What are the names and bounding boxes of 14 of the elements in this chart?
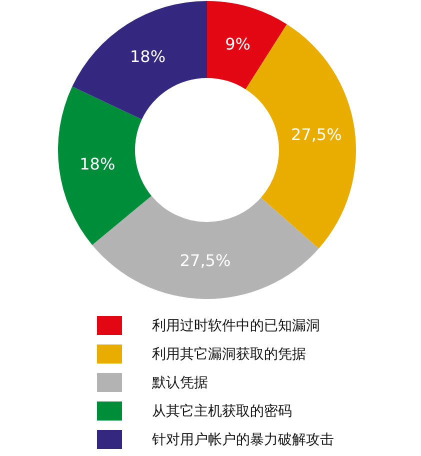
data-label: 18% bbox=[130, 47, 166, 66]
donut-slice bbox=[92, 196, 319, 299]
donut-slice bbox=[207, 1, 287, 90]
legend-label: 利用其它漏洞获取的凭据 bbox=[152, 346, 306, 362]
data-label: 27,5% bbox=[180, 250, 231, 270]
legend-label: 针对用户帐户的暴力破解攻击 bbox=[151, 432, 334, 448]
data-label: 18% bbox=[80, 154, 116, 174]
legend-label: 从其它主机获取的密码 bbox=[152, 404, 292, 420]
donut-slice bbox=[72, 1, 207, 120]
legend-label: 利用过时软件中的已知漏洞 bbox=[152, 318, 320, 334]
data-label: 27,5% bbox=[290, 124, 342, 144]
data-label: 9% bbox=[225, 34, 251, 54]
legend-label: 默认凭据 bbox=[151, 375, 208, 391]
donut-slice bbox=[58, 86, 152, 245]
